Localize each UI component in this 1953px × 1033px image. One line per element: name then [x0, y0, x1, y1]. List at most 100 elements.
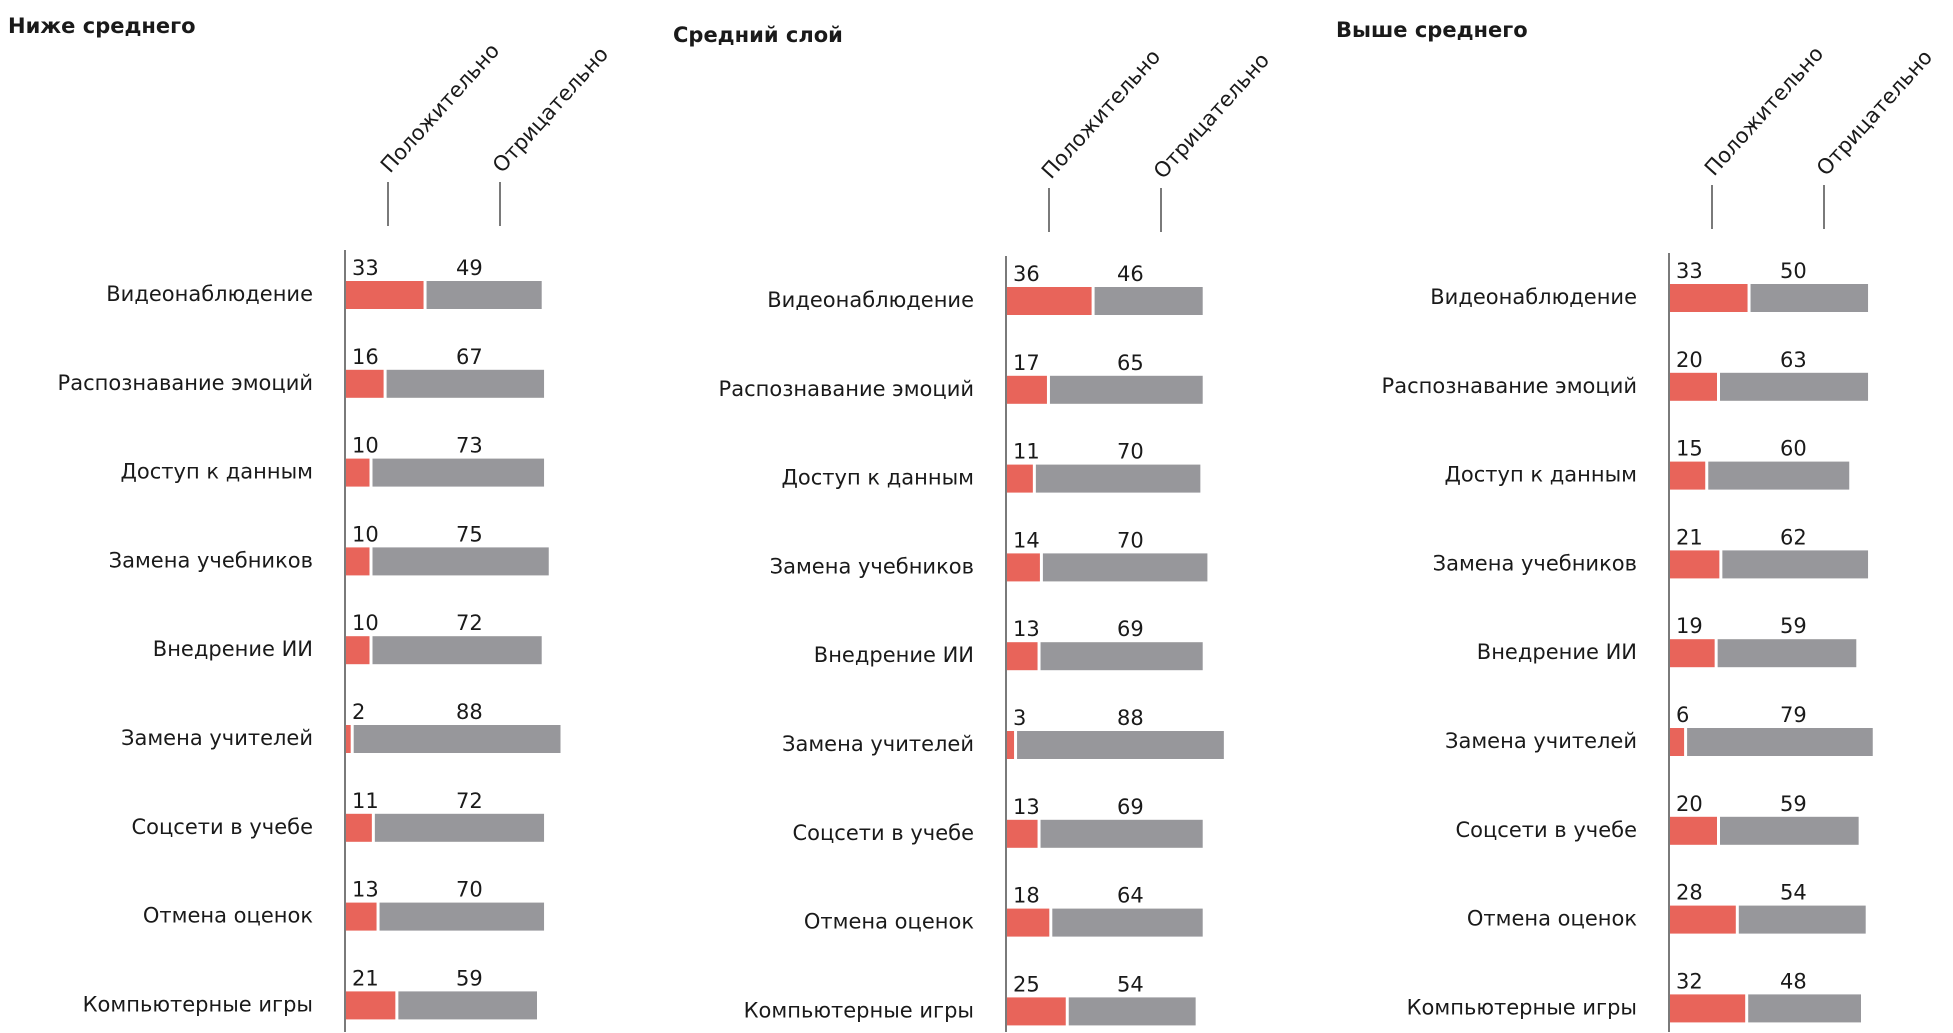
category-label: Распознавание эмоций [58, 371, 313, 395]
data-label-positive: 13 [352, 878, 379, 902]
data-label-positive: 36 [1013, 262, 1040, 286]
category-label: Отмена оценок [1467, 907, 1637, 931]
data-label-positive: 13 [1013, 795, 1040, 819]
data-label-negative: 88 [1117, 706, 1144, 730]
category-label: Внедрение ИИ [814, 643, 974, 667]
data-label-positive: 33 [1676, 259, 1703, 283]
data-label-negative: 60 [1780, 437, 1807, 461]
bar-negative [1042, 553, 1208, 582]
category-label: Соцсети в учебе [792, 821, 974, 845]
category-label: Видеонаблюдение [767, 288, 974, 312]
legend-label-negative: Отрицательно [1812, 45, 1937, 180]
bar-positive [1670, 284, 1748, 312]
category-label: Внедрение ИИ [153, 637, 313, 661]
data-label-positive: 18 [1013, 884, 1040, 908]
bar-positive [1670, 994, 1746, 1023]
data-label-negative: 79 [1780, 703, 1807, 727]
data-label-negative: 72 [456, 789, 483, 813]
bar-positive [1007, 287, 1092, 315]
category-label: Замена учебников [1433, 551, 1637, 575]
category-label: Внедрение ИИ [1477, 640, 1637, 664]
data-label-negative: 59 [1780, 792, 1807, 816]
data-label-negative: 65 [1117, 351, 1144, 375]
bar-negative [1068, 997, 1196, 1026]
data-label-negative: 67 [456, 345, 483, 369]
data-label-negative: 69 [1117, 617, 1144, 641]
data-label-positive: 28 [1676, 881, 1703, 905]
category-label: Замена учителей [782, 732, 974, 756]
data-label-positive: 19 [1676, 614, 1703, 638]
data-label-negative: 69 [1117, 795, 1144, 819]
legend-label-positive: Положительно [1700, 42, 1828, 181]
data-label-negative: 59 [1780, 614, 1807, 638]
data-label-positive: 32 [1676, 969, 1703, 993]
data-label-negative: 64 [1117, 884, 1144, 908]
data-label-positive: 11 [352, 789, 379, 813]
bar-negative [1040, 819, 1203, 848]
category-label: Отмена оценок [804, 910, 974, 934]
bar-positive [346, 281, 424, 309]
bar-negative [1035, 464, 1201, 493]
bar-positive [1007, 731, 1015, 759]
bar-positive [1670, 550, 1720, 579]
bar-positive [1007, 819, 1038, 848]
data-label-positive: 10 [352, 434, 379, 458]
data-label-negative: 49 [456, 256, 483, 280]
legend-label-positive: Положительно [1037, 45, 1165, 184]
data-label-positive: 13 [1013, 617, 1040, 641]
bar-positive [1007, 553, 1040, 582]
category-label: Компьютерные игры [83, 992, 313, 1016]
bar-positive [1670, 372, 1717, 401]
bar-negative [1738, 905, 1866, 934]
bar-negative [1094, 287, 1203, 315]
category-label: Компьютерные игры [1407, 995, 1637, 1019]
data-label-negative: 54 [1780, 881, 1807, 905]
data-label-positive: 11 [1013, 440, 1040, 464]
bar-positive [1670, 639, 1715, 668]
category-label: Распознавание эмоций [719, 377, 974, 401]
data-label-positive: 3 [1013, 706, 1026, 730]
category-label: Замена учителей [121, 726, 313, 750]
category-label: Соцсети в учебе [131, 815, 313, 839]
category-label: Компьютерные игры [744, 998, 974, 1022]
data-label-negative: 72 [456, 611, 483, 635]
data-label-positive: 10 [352, 611, 379, 635]
bar-negative [372, 458, 545, 487]
category-label: Отмена оценок [143, 904, 313, 928]
data-label-negative: 54 [1117, 972, 1144, 996]
data-label-positive: 17 [1013, 351, 1040, 375]
category-label: Замена учебников [109, 548, 313, 572]
bar-negative [1708, 461, 1850, 490]
data-label-negative: 88 [456, 700, 483, 724]
data-label-positive: 15 [1676, 437, 1703, 461]
panel-title: Выше среднего [1336, 18, 1528, 42]
bar-negative [372, 636, 542, 665]
bar-positive [1670, 905, 1736, 934]
bar-positive [346, 547, 370, 576]
category-label: Распознавание эмоций [1382, 374, 1637, 398]
category-label: Доступ к данным [782, 466, 975, 490]
panel-title: Ниже среднего [8, 14, 196, 38]
bar-negative [1052, 908, 1203, 937]
data-label-negative: 70 [456, 878, 483, 902]
bar-positive [346, 636, 370, 665]
bar-positive [346, 458, 370, 487]
bar-negative [1748, 994, 1861, 1023]
bar-positive [346, 725, 351, 753]
bar-negative [1049, 375, 1203, 404]
bar-positive [1007, 375, 1047, 404]
data-label-negative: 46 [1117, 262, 1144, 286]
category-label: Замена учителей [1445, 729, 1637, 753]
bar-negative [426, 281, 542, 309]
data-label-positive: 33 [352, 256, 379, 280]
data-label-negative: 70 [1117, 440, 1144, 464]
category-label: Видеонаблюдение [1430, 285, 1637, 309]
bar-negative [1720, 372, 1869, 401]
bar-negative [374, 813, 545, 842]
legend-label-negative: Отрицательно [488, 42, 613, 177]
bar-positive [1670, 816, 1717, 845]
category-label: Доступ к данным [1445, 463, 1638, 487]
bar-negative [1722, 550, 1869, 579]
bar-negative [1017, 731, 1224, 759]
